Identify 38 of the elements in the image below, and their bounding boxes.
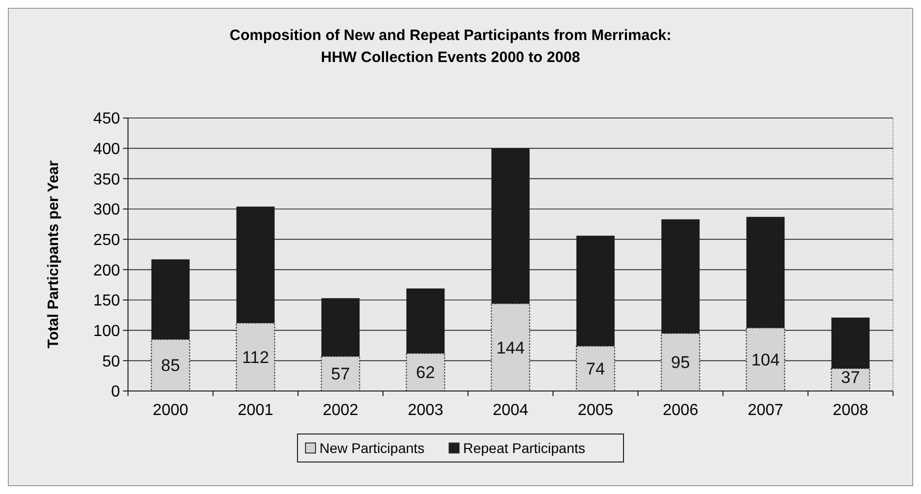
legend-label: Repeat Participants [463, 440, 586, 456]
data-label: 95 [671, 353, 690, 372]
y-tick-label: 150 [93, 292, 120, 310]
y-tick-label: 400 [93, 140, 120, 158]
x-tick-label: 2003 [408, 402, 444, 419]
bar [576, 346, 616, 392]
data-label: 112 [242, 348, 270, 367]
data-label: 37 [841, 368, 860, 387]
y-tick-label: 200 [93, 262, 120, 280]
x-tick-label: 2007 [748, 402, 784, 419]
data-label: 104 [751, 350, 780, 370]
y-tick-label: 450 [93, 110, 120, 128]
legend-label: New Participants [320, 440, 425, 456]
bar [660, 332, 700, 392]
x-tick-label: 2005 [578, 402, 614, 419]
data-label: 144 [496, 338, 525, 358]
bar [490, 303, 530, 392]
bar [236, 322, 276, 392]
bar [150, 338, 190, 392]
y-tick-label: 300 [93, 202, 120, 219]
data-label: 62 [416, 363, 435, 382]
y-axis-title: Total Participants per Year [45, 160, 62, 348]
x-tick-label: 2004 [492, 402, 528, 419]
y-tick-label: 100 [93, 322, 120, 340]
y-tick-label: 250 [93, 232, 120, 249]
x-tick-label: 2002 [322, 402, 358, 419]
data-label: 74 [586, 360, 605, 379]
x-tick-label: 2001 [238, 402, 274, 419]
bar [746, 327, 786, 392]
y-tick-label: 350 [93, 171, 120, 188]
x-tick-label: 2008 [832, 402, 868, 419]
chart-title: Composition of New and Repeat Participants from Merrimack: HHW Collection Events 2000 to 2008 [230, 27, 672, 66]
y-tick-label: 0 [111, 384, 120, 401]
data-label: 85 [161, 356, 180, 376]
data-label: 57 [331, 364, 350, 384]
y-tick-label: 50 [102, 353, 120, 370]
x-tick-label: 2000 [152, 402, 188, 419]
x-tick-label: 2006 [662, 402, 698, 419]
